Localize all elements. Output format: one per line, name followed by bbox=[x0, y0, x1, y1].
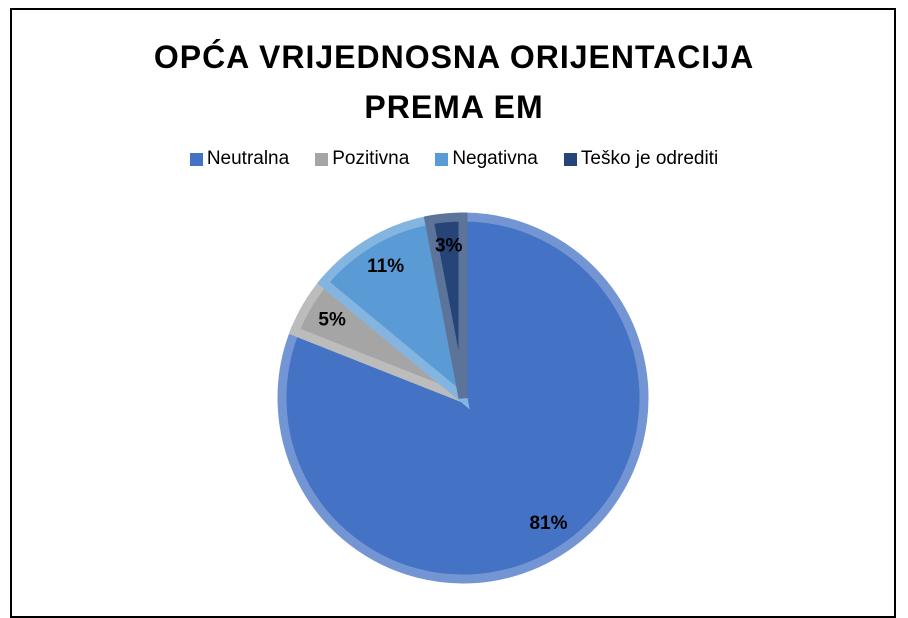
legend-item: Pozitivna bbox=[315, 148, 409, 170]
legend-swatch bbox=[435, 152, 449, 166]
data-label: 3% bbox=[435, 236, 463, 257]
data-label: 5% bbox=[318, 310, 346, 331]
pie-slice bbox=[423, 212, 468, 399]
legend-item: Neutralna bbox=[189, 148, 290, 170]
legend-swatch bbox=[563, 152, 577, 166]
legend-item: Teško je odrediti bbox=[563, 148, 719, 170]
data-label: 81% bbox=[529, 513, 567, 534]
legend-label: Teško je odrediti bbox=[580, 148, 719, 169]
legend: Neutralna Pozitivna Negativna Teško je odre… bbox=[0, 148, 908, 170]
pie-slice bbox=[277, 212, 649, 584]
pie-slice bbox=[317, 214, 470, 410]
data-label: 11% bbox=[367, 256, 404, 277]
legend-label: Pozitivna bbox=[332, 148, 410, 169]
legend-item: Negativna bbox=[435, 148, 538, 170]
chart-title: OPĆA VRIJEDNOSNA ORIJENTACIJA PREMA EM bbox=[153, 39, 755, 125]
legend-swatch bbox=[189, 152, 203, 166]
legend-swatch bbox=[315, 152, 329, 166]
legend-label: Negativna bbox=[452, 148, 538, 169]
legend-label: Neutralna bbox=[206, 148, 290, 169]
